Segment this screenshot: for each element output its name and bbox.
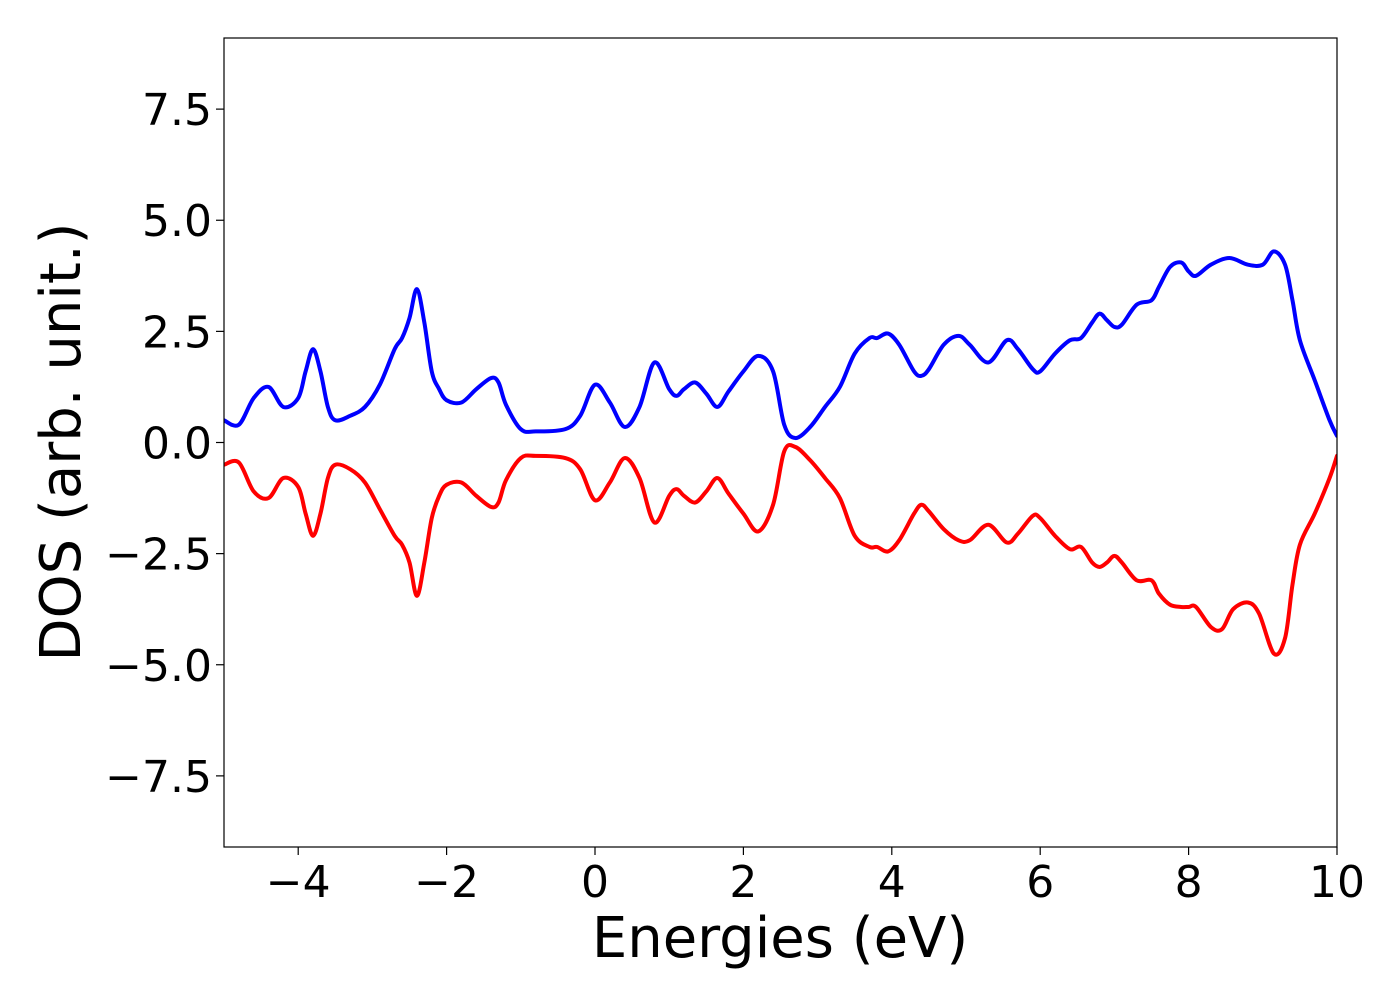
x-axis-label: Energies (eV) <box>592 906 968 971</box>
y-tick-label: −2.5 <box>105 530 212 581</box>
plot-background <box>224 38 1337 847</box>
y-tick-label: 2.5 <box>142 307 212 358</box>
y-tick-label: −7.5 <box>105 752 212 803</box>
series-group <box>224 249 1337 657</box>
y-axis: 7.5 5.0 2.5 0.0 −2.5 −5.0 −7.5 <box>105 85 224 803</box>
series-line-1 <box>224 249 1337 441</box>
series-line-2 <box>224 443 1337 657</box>
x-tick-label: 10 <box>1309 857 1365 908</box>
x-tick-label: −4 <box>266 857 331 908</box>
x-tick-label: 2 <box>729 857 757 908</box>
x-tick-label: 4 <box>878 857 906 908</box>
x-tick-label: 6 <box>1026 857 1054 908</box>
x-tick-label: 0 <box>581 857 609 908</box>
y-tick-label: −5.0 <box>105 641 212 692</box>
x-tick-label: 8 <box>1175 857 1203 908</box>
y-tick-label: 5.0 <box>142 196 212 247</box>
y-tick-label: 7.5 <box>142 85 212 136</box>
y-axis-label: DOS (arb. unit.) <box>29 222 94 661</box>
x-tick-label: −2 <box>414 857 479 908</box>
x-axis: −4 −2 0 2 4 6 8 10 <box>266 847 1365 908</box>
y-tick-label: 0.0 <box>142 419 212 470</box>
